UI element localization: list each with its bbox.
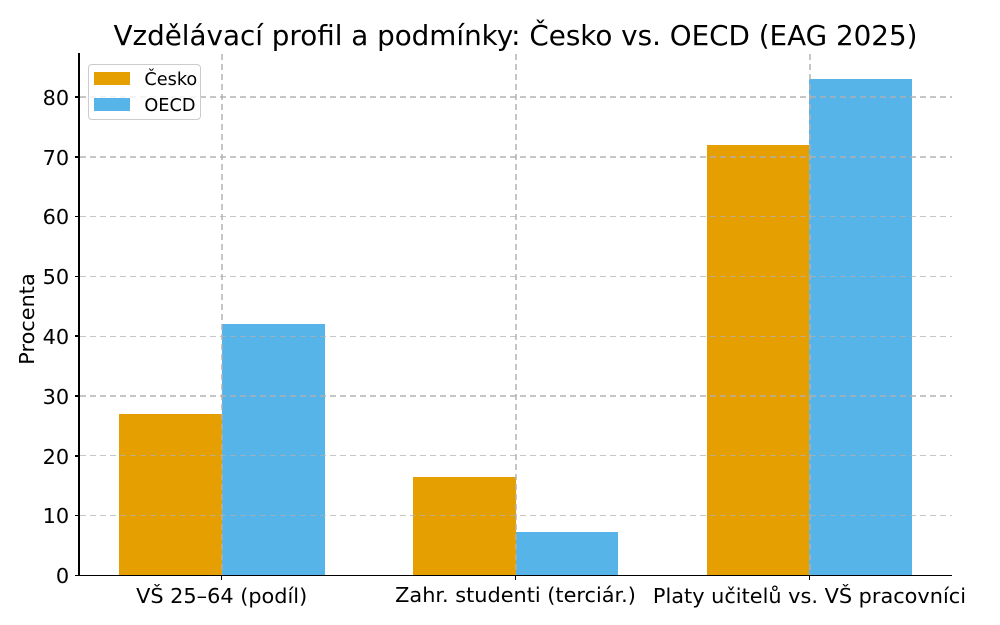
y-tick-mark-0 <box>74 574 79 577</box>
x-tick-label-0: VŠ 25–64 (podíl) <box>136 583 308 608</box>
y-tick-mark-50 <box>74 275 79 278</box>
y-tick-label-0: 0 <box>55 564 70 589</box>
x-tick-label-1: Zahr. studenti (terciár.) <box>395 582 636 607</box>
bar-cesko-0 <box>118 413 222 576</box>
y-tick-label-10: 10 <box>42 504 70 529</box>
y-axis-spine <box>78 53 80 577</box>
legend: Česko OECD <box>87 63 202 121</box>
legend-swatch-oecd <box>94 97 131 111</box>
y-tick-mark-80 <box>74 96 79 98</box>
x-axis-spine <box>78 574 952 577</box>
legend-swatch-cesko <box>94 71 131 85</box>
x-tick-mark-2 <box>808 576 811 580</box>
y-tick-mark-30 <box>74 395 79 397</box>
bar-oecd-0 <box>221 324 325 576</box>
y-tick-mark-60 <box>74 215 79 218</box>
y-tick-label-80: 80 <box>42 85 70 110</box>
x-tick-mark-0 <box>220 576 223 580</box>
y-tick-label-30: 30 <box>42 384 70 409</box>
y-tick-label-20: 20 <box>42 444 70 469</box>
bar-cesko-2 <box>706 144 810 576</box>
y-tick-label-50: 50 <box>42 265 70 290</box>
y-tick-mark-10 <box>74 514 79 517</box>
y-tick-label-70: 70 <box>42 145 70 170</box>
bar-oecd-1 <box>515 531 619 576</box>
y-tick-mark-40 <box>74 335 79 338</box>
legend-label-cesko: Česko <box>144 70 198 91</box>
bar-oecd-2 <box>809 79 913 576</box>
y-tick-mark-70 <box>74 155 79 158</box>
gridline-x-2 <box>809 54 811 576</box>
y-tick-label-40: 40 <box>42 325 70 350</box>
y-tick-label-60: 60 <box>42 205 70 230</box>
legend-label-oecd: OECD <box>144 96 196 117</box>
x-tick-label-2: Platy učitelů vs. VŠ pracovníci <box>652 583 966 608</box>
gridline-x-1 <box>515 54 517 576</box>
bar-cesko-1 <box>412 476 516 576</box>
chart-title: Vzdělávací profil a podmínky: Česko vs. … <box>113 19 918 53</box>
gridline-x-0 <box>221 54 223 576</box>
x-tick-mark-1 <box>514 576 517 580</box>
y-tick-mark-20 <box>74 454 79 457</box>
